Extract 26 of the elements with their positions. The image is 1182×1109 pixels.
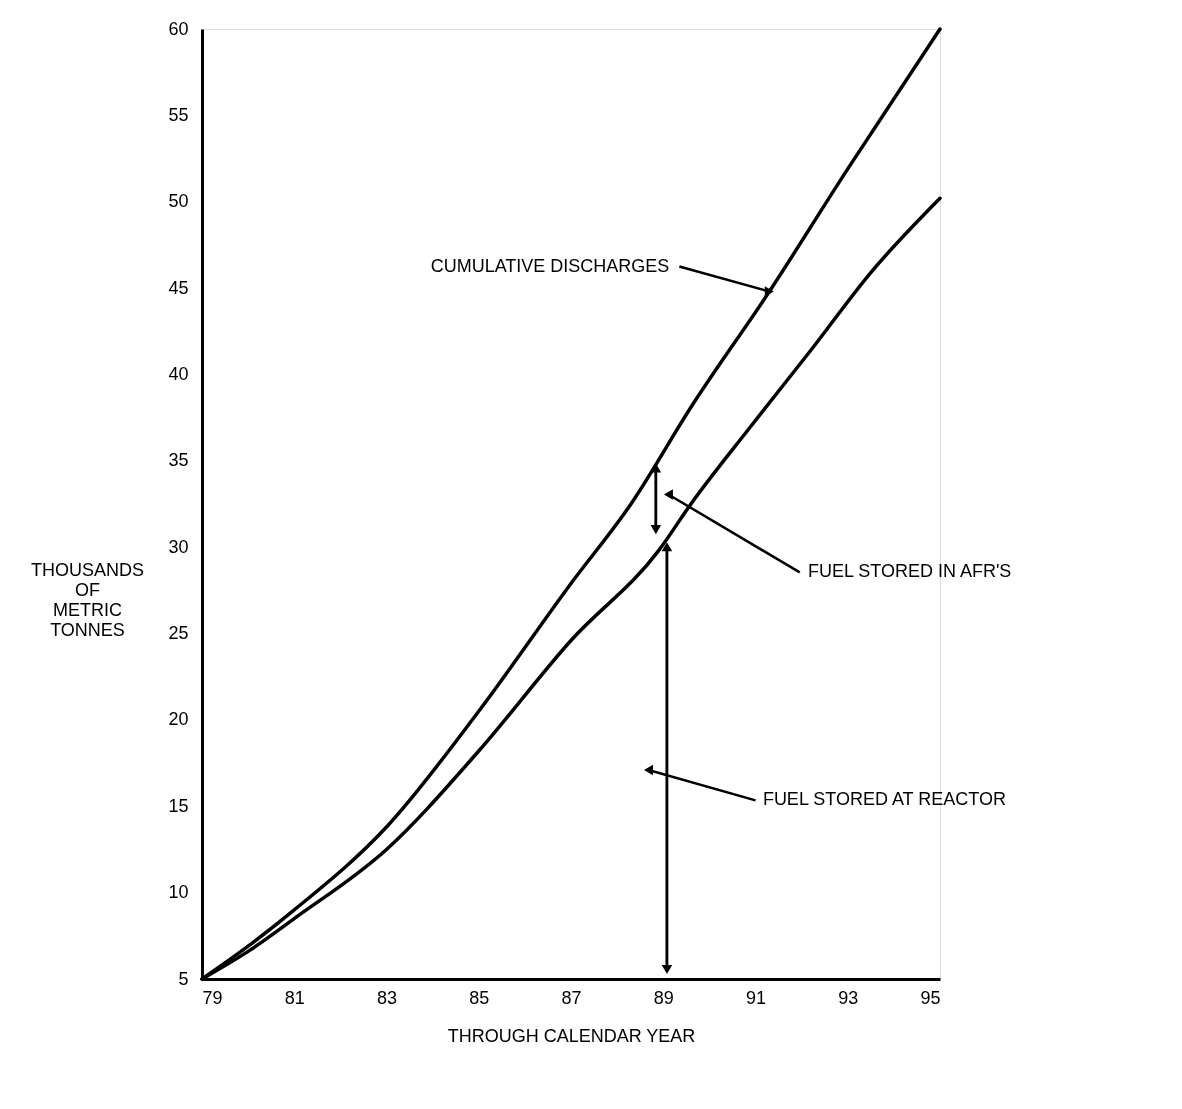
- y-axis-title: THOUSANDS OF METRIC TONNES: [30, 560, 145, 640]
- x-tick-label: 89: [653, 987, 674, 1008]
- x-tick-label: 91: [745, 987, 767, 1008]
- y-tick-label: 25: [168, 623, 189, 644]
- x-tick-label: 81: [284, 987, 305, 1008]
- y-tick-label: 30: [168, 536, 189, 557]
- y-tick-label: 20: [168, 709, 189, 730]
- x-tick-label: 87: [561, 987, 582, 1008]
- y-tick-label: 40: [168, 363, 189, 384]
- y-tick-label: 60: [168, 18, 189, 39]
- x-tick-label: 79: [202, 987, 223, 1008]
- annotation: FUEL STORED AT REACTOR: [762, 789, 1006, 810]
- x-tick-label: 93: [838, 987, 859, 1008]
- y-tick-label: 45: [168, 277, 189, 298]
- x-tick-label: 85: [469, 987, 490, 1008]
- x-axis-title: THROUGH CALENDAR YEAR: [447, 1025, 696, 1046]
- y-tick-label: 15: [168, 795, 189, 816]
- annotation: CUMULATIVE DISCHARGES: [430, 255, 670, 276]
- annotation: FUEL STORED IN AFR'S: [807, 561, 1012, 582]
- y-tick-label: 5: [178, 968, 189, 989]
- y-tick-label: 10: [168, 882, 189, 903]
- y-tick-label: 55: [168, 104, 189, 125]
- y-tick-label: 35: [168, 450, 189, 471]
- x-tick-label: 95: [920, 987, 941, 1008]
- x-tick-label: 83: [376, 987, 398, 1008]
- y-tick-label: 50: [168, 191, 189, 212]
